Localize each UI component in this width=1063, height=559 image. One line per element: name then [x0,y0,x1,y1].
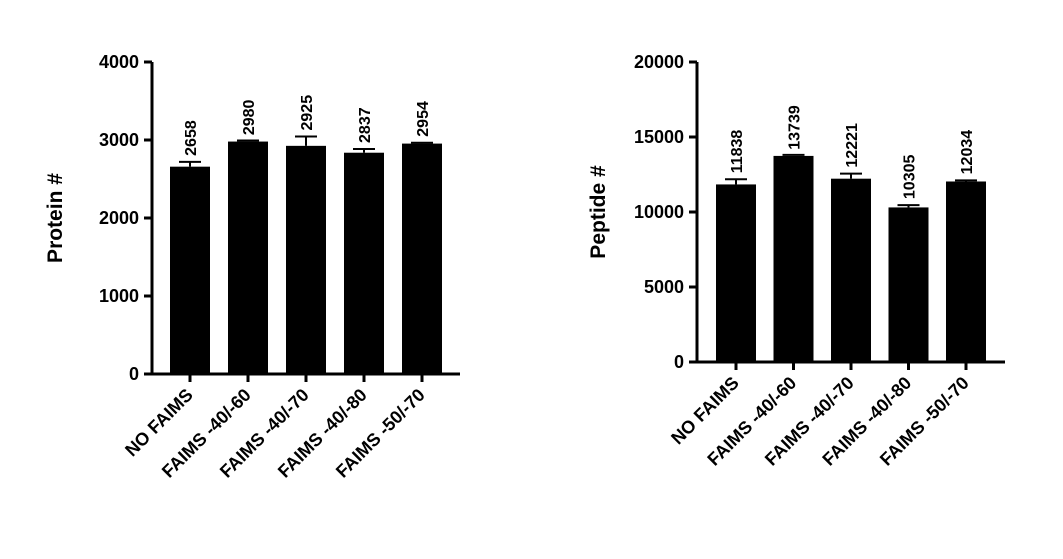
y-tick-label: 3000 [99,130,139,150]
bar [831,178,871,362]
data-label: 12034 [959,130,976,175]
bar [773,155,814,362]
bar [946,181,986,362]
y-tick-label: 0 [674,352,684,372]
y-tick-label: 15000 [634,127,684,147]
bar [716,184,756,362]
data-label: 2837 [357,107,374,143]
bar [170,166,210,374]
y-tick-label: 1000 [99,286,139,306]
y-tick-label: 10000 [634,202,684,222]
data-label: 2658 [183,120,200,156]
bar [402,143,442,374]
y-tick-label: 4000 [99,52,139,72]
data-label: 13739 [787,105,804,150]
data-label: 2925 [299,95,316,131]
bar [344,152,384,374]
bar [228,141,268,374]
data-label: 2980 [241,99,258,135]
data-label: 11838 [729,130,746,174]
data-label: 12221 [844,123,861,168]
y-tick-label: 20000 [634,52,684,72]
y-tick-label: 5000 [644,277,684,297]
y-tick-label: 0 [129,364,139,384]
data-label: 2954 [415,101,432,137]
y-axis-label: Peptide # [587,165,610,259]
bar [286,145,326,374]
bar [888,207,929,362]
y-axis-label: Protein # [44,173,67,263]
y-tick-label: 2000 [99,208,139,228]
data-label: 10305 [902,155,919,200]
